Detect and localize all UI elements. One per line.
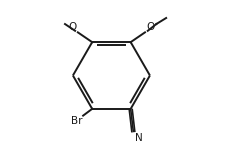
Text: Br: Br xyxy=(71,116,82,126)
Text: N: N xyxy=(135,133,143,143)
Text: O: O xyxy=(68,22,77,32)
Text: O: O xyxy=(146,22,154,32)
